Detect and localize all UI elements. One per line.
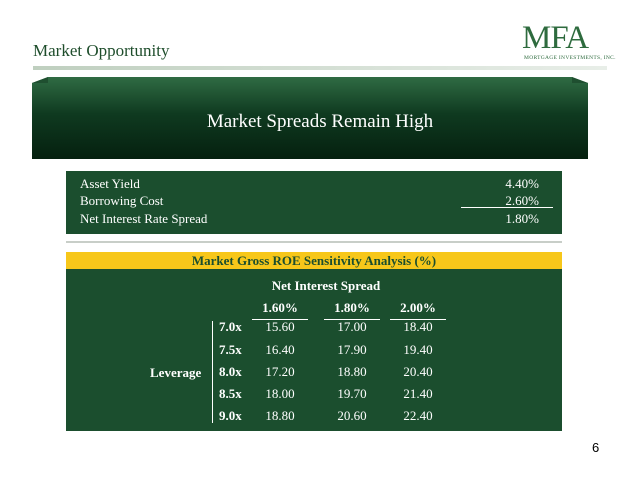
column-header: 2.00% bbox=[400, 300, 436, 315]
row-header-rule bbox=[212, 321, 213, 423]
page-number: 6 bbox=[592, 440, 600, 455]
table-cell: 17.20 bbox=[265, 364, 295, 379]
spread-row-borrowing-cost: Borrowing Cost 2.60% bbox=[80, 193, 550, 210]
spread-sum-rule bbox=[461, 207, 553, 208]
table-cell: 18.80 bbox=[337, 364, 367, 379]
table-cell: 21.40 bbox=[403, 386, 433, 401]
column-underline bbox=[324, 319, 380, 320]
table-cell: 22.40 bbox=[403, 408, 433, 423]
spread-row-label: Borrowing Cost bbox=[80, 193, 164, 208]
table-cell: 20.60 bbox=[337, 408, 367, 423]
table-cell: 19.40 bbox=[403, 342, 433, 357]
title-banner bbox=[32, 77, 588, 159]
table-cell: 20.40 bbox=[403, 364, 433, 379]
table-cell: 17.90 bbox=[337, 342, 367, 357]
table-cell: 18.80 bbox=[265, 408, 295, 423]
column-header: 1.60% bbox=[262, 300, 298, 315]
column-underline bbox=[252, 319, 308, 320]
roe-table: Net Interest Spread 1.60% 1.80% 2.00% Le… bbox=[66, 269, 562, 431]
table-cell: 19.70 bbox=[337, 386, 367, 401]
row-header: 8.5x bbox=[219, 386, 242, 401]
logo-tagline: MORTGAGE INVESTMENTS, INC. bbox=[524, 55, 616, 61]
table-cell: 17.00 bbox=[337, 319, 367, 334]
spread-row-value: 4.40% bbox=[505, 176, 539, 191]
spread-row-label: Asset Yield bbox=[80, 176, 140, 191]
page-title: Market Opportunity bbox=[33, 41, 170, 60]
spread-row-label: Net Interest Rate Spread bbox=[80, 211, 208, 226]
section-divider bbox=[66, 241, 562, 243]
table-cell: 16.40 bbox=[265, 342, 295, 357]
header-divider bbox=[33, 66, 607, 70]
spread-row-net-interest: Net Interest Rate Spread 1.80% bbox=[80, 211, 550, 228]
spread-row-asset-yield: Asset Yield 4.40% bbox=[80, 176, 550, 193]
spread-row-value: 2.60% bbox=[505, 193, 539, 208]
row-header: 7.5x bbox=[219, 342, 242, 357]
column-header: 1.80% bbox=[334, 300, 370, 315]
row-header: 8.0x bbox=[219, 364, 242, 379]
table-cell: 15.60 bbox=[265, 319, 295, 334]
roe-table-title: Market Gross ROE Sensitivity Analysis (%… bbox=[66, 252, 562, 269]
column-underline bbox=[390, 319, 446, 320]
row-group-label: Leverage bbox=[150, 365, 202, 380]
spread-table: Asset Yield 4.40% Borrowing Cost 2.60% N… bbox=[66, 171, 562, 234]
spread-row-value: 1.80% bbox=[505, 211, 539, 226]
table-cell: 18.40 bbox=[403, 319, 433, 334]
row-header: 9.0x bbox=[219, 408, 242, 423]
banner-title: Market Spreads Remain High bbox=[206, 111, 434, 132]
row-header: 7.0x bbox=[219, 319, 242, 334]
column-group-label: Net Interest Spread bbox=[271, 278, 381, 293]
table-cell: 18.00 bbox=[265, 386, 295, 401]
logo-mark: MFA bbox=[522, 20, 589, 56]
mfa-logo: MFA MORTGAGE INVESTMENTS, INC. bbox=[522, 20, 616, 66]
